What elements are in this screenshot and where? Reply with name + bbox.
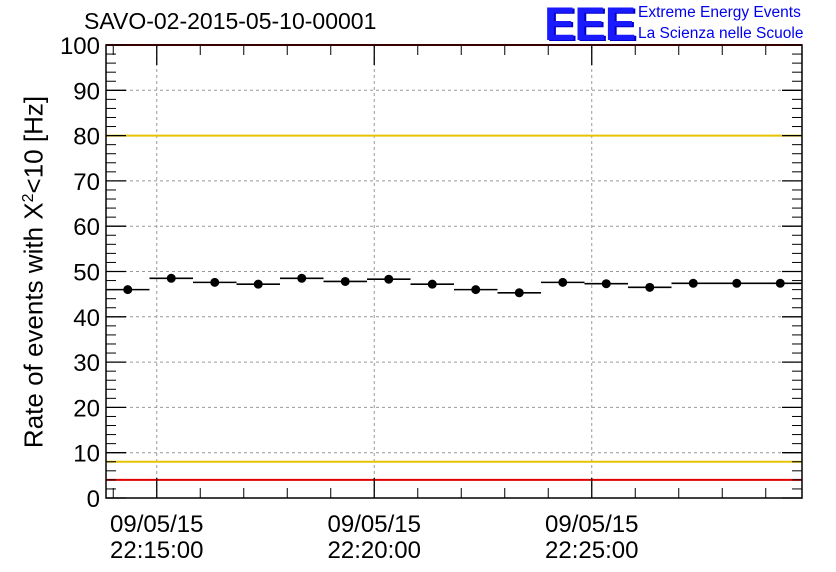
y-tick-label: 60 [73, 214, 100, 241]
y-tick-label: 50 [73, 260, 100, 287]
eee-logo: EEE [544, 0, 636, 50]
y-tick-label: 0 [87, 486, 100, 513]
y-tick-labels: 0 10 20 30 40 50 60 70 80 90 100 [60, 33, 100, 513]
axis-ticks [106, 44, 802, 499]
y-tick-label: 20 [73, 395, 100, 422]
data-point [775, 278, 785, 288]
y-tick-label: 80 [73, 124, 100, 151]
reference-lines [106, 44, 802, 481]
logo-line-1: Extreme Energy Events [638, 4, 801, 21]
x-tick-date-label: 09/05/15 [328, 511, 421, 538]
y-tick-label: 10 [73, 441, 100, 468]
data-point [732, 278, 742, 288]
logo-line-2: La Scienza nelle Scuole [638, 25, 804, 42]
data-point [471, 285, 481, 295]
data-point [340, 276, 350, 286]
data-point [297, 273, 307, 283]
data-point [558, 277, 568, 287]
x-tick-date-label: 09/05/15 [110, 511, 203, 538]
data-point [514, 288, 524, 298]
x-tick-time-label: 22:15:00 [110, 537, 203, 564]
y-tick-label: 100 [60, 33, 100, 60]
data-point [210, 277, 220, 287]
data-point [688, 278, 698, 288]
y-tick-label: 70 [73, 169, 100, 196]
data-point [601, 279, 611, 289]
x-tick-labels: 09/05/1522:15:0009/05/1522:20:0009/05/15… [110, 511, 638, 564]
x-tick-time-label: 22:20:00 [328, 537, 421, 564]
data-point [166, 273, 176, 283]
grid-lines [106, 45, 802, 498]
chart-title: SAVO-02-2015-05-10-00001 [84, 8, 377, 34]
y-tick-label: 40 [73, 305, 100, 332]
data-points [106, 273, 802, 298]
data-point [384, 274, 394, 284]
data-point [645, 282, 655, 292]
y-tick-label: 90 [73, 78, 100, 105]
x-tick-time-label: 22:25:00 [545, 537, 638, 564]
data-point [427, 279, 437, 289]
data-point [123, 285, 133, 295]
y-tick-label: 30 [73, 350, 100, 377]
data-point [253, 279, 263, 289]
x-tick-date-label: 09/05/15 [545, 511, 638, 538]
